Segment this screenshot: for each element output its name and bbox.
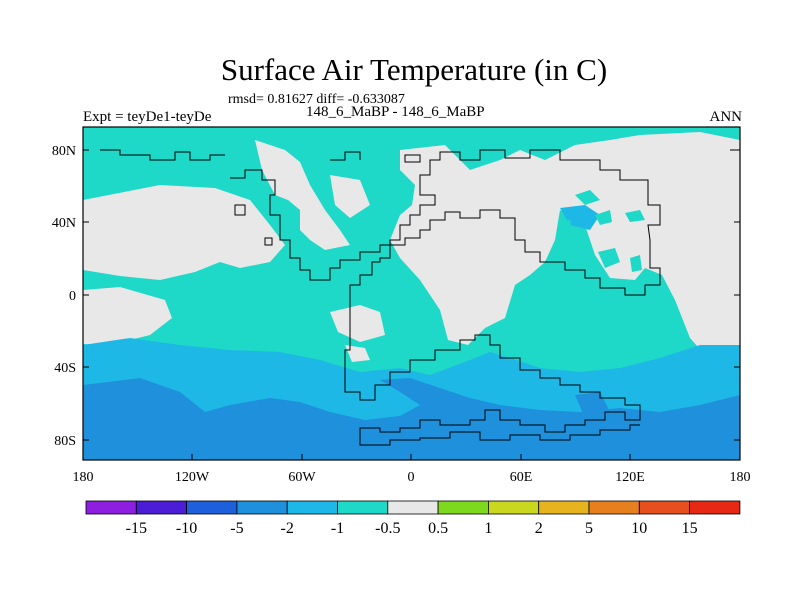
lon-label-120e: 120E <box>615 470 645 485</box>
colorbar-labels: -15 -10 -5 -2 -1 -0.5 0.5 1 2 5 10 15 <box>126 520 698 537</box>
colorbar-box <box>689 500 741 515</box>
lat-label-80n: 80N <box>52 144 76 159</box>
colorbar-box <box>638 500 690 515</box>
colorbar-label: 15 <box>682 520 698 537</box>
colorbar-box <box>135 500 188 515</box>
colorbar-label: -0.5 <box>375 520 400 537</box>
colorbar-label: 1 <box>484 520 492 537</box>
cool-patches <box>560 190 645 272</box>
lon-label-60e: 60E <box>510 470 533 485</box>
temperature-field <box>83 127 740 460</box>
colorbar-label: 2 <box>535 520 543 537</box>
colorbar-label: -2 <box>281 520 294 537</box>
colorbar-box <box>186 500 238 515</box>
colorbar-label: -5 <box>230 520 243 537</box>
lon-label-180e: 180 <box>730 470 751 485</box>
rmsd-diff-text: rmsd= 0.81627 diff= -0.633087 <box>228 92 405 107</box>
colorbar-label: 10 <box>631 520 647 537</box>
season-label: ANN <box>709 109 743 125</box>
colorbar-label: -10 <box>176 520 197 537</box>
map-title: Surface Air Temperature (in C) <box>220 52 608 87</box>
lon-label-0: 0 <box>408 470 415 485</box>
colorbar-box <box>286 500 338 515</box>
axis-ticks <box>82 149 741 460</box>
colorbar-box <box>387 500 439 515</box>
lon-label-120w: 120W <box>175 470 210 485</box>
colorbar-label: 0.5 <box>428 520 448 537</box>
colorbar-label: -1 <box>331 520 344 537</box>
colorbar-label: -15 <box>126 520 147 537</box>
lat-label-40n: 40N <box>52 216 76 231</box>
experiment-subtitle: 148_6_MaBP - 148_6_MaBP <box>306 104 485 120</box>
colorbar-box <box>236 500 288 515</box>
colorbar <box>85 500 741 515</box>
colorbar-box <box>85 500 137 515</box>
colorbar-box <box>487 500 540 515</box>
latitude-labels: 80N 40N 0 40S 80S <box>52 144 76 449</box>
colorbar-box <box>538 500 590 515</box>
longitude-labels: 180 120W 60W 0 60E 120E 180 <box>73 470 751 485</box>
lat-label-40s: 40S <box>54 361 76 376</box>
colorbar-box <box>588 500 640 515</box>
experiment-label: Expt = teyDe1-teyDe <box>83 109 212 125</box>
lon-label-180w: 180 <box>73 470 94 485</box>
lat-label-0: 0 <box>69 289 76 304</box>
lat-label-80s: 80S <box>54 434 76 449</box>
colorbar-box <box>437 500 489 515</box>
colorbar-label: 5 <box>585 520 593 537</box>
coastline-outlines <box>100 149 740 446</box>
colorbar-box <box>337 500 389 515</box>
lon-label-60w: 60W <box>288 470 316 485</box>
